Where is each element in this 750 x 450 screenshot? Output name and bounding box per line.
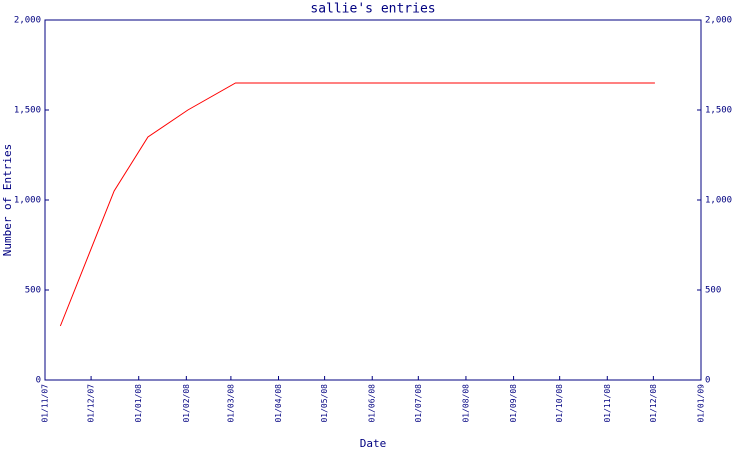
y-tick-label: 500 bbox=[705, 286, 721, 296]
x-tick-label: 01/08/08 bbox=[461, 384, 470, 423]
x-tick-label: 01/01/08 bbox=[134, 384, 143, 423]
y-tick-label: 1,000 bbox=[14, 196, 41, 206]
x-tick-label: 01/11/07 bbox=[41, 384, 50, 423]
x-tick-label: 01/10/08 bbox=[555, 384, 564, 423]
data-line bbox=[59, 82, 655, 327]
y-tick-label: 500 bbox=[25, 286, 41, 296]
x-tick-label: 01/12/07 bbox=[87, 384, 96, 423]
y-tick-label: 0 bbox=[36, 376, 41, 386]
chart-title: sallie's entries bbox=[310, 2, 435, 17]
x-tick-label: 01/02/08 bbox=[182, 384, 191, 423]
x-tick-label: 01/06/08 bbox=[368, 384, 377, 423]
x-tick-label: 01/04/08 bbox=[274, 384, 283, 423]
x-tick-label: 01/11/08 bbox=[603, 384, 612, 423]
x-tick-label: 01/05/08 bbox=[320, 384, 329, 423]
y-tick-label: 2,000 bbox=[14, 16, 41, 26]
x-tick-label: 01/12/08 bbox=[649, 384, 658, 423]
plot-frame bbox=[44, 19, 702, 381]
y-tick-label: 1,500 bbox=[705, 106, 732, 116]
x-tick-label: 01/09/08 bbox=[509, 384, 518, 423]
y-tick-label: 1,000 bbox=[705, 196, 732, 206]
x-tick-label: 01/03/08 bbox=[226, 384, 235, 423]
y-tick-label: 2,000 bbox=[705, 16, 732, 26]
x-axis-label: Date bbox=[360, 437, 387, 450]
y-tick-label: 1,500 bbox=[14, 106, 41, 116]
y-tick-label: 0 bbox=[705, 376, 710, 386]
x-tick-label: 01/07/08 bbox=[414, 384, 423, 423]
x-tick-label: 01/01/09 bbox=[697, 384, 706, 423]
y-axis-label: Number of Entries bbox=[1, 144, 14, 257]
